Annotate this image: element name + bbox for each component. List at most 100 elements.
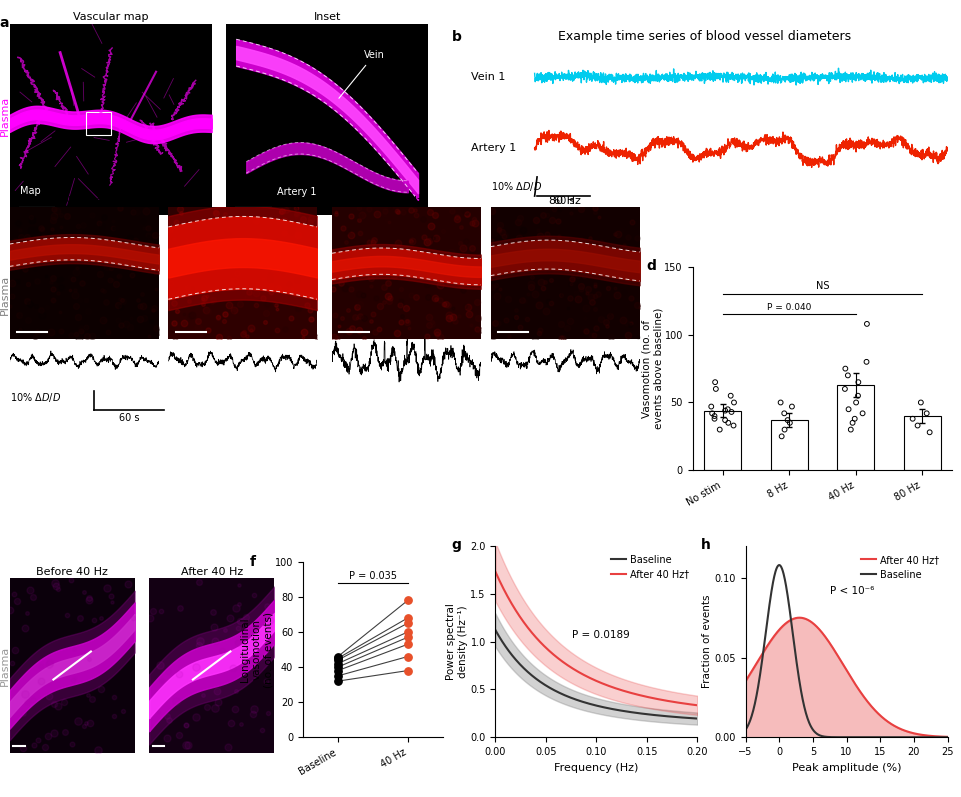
- Point: [511, 241, 527, 254]
- Point: [411, 261, 427, 273]
- Point: [361, 269, 377, 282]
- Point: [43, 227, 59, 240]
- After 40 Hz†: [793, 613, 804, 622]
- Point: [434, 261, 450, 274]
- Point: [199, 256, 214, 269]
- Baseline: [490, 626, 502, 636]
- Text: f: f: [250, 555, 256, 569]
- Point: [623, 316, 638, 329]
- Point: [109, 278, 124, 291]
- Point: [442, 246, 457, 259]
- Point: [67, 284, 83, 296]
- Point: [284, 260, 300, 273]
- Title: After 40 Hz: After 40 Hz: [181, 567, 242, 577]
- Point: [296, 325, 311, 338]
- Point: [165, 233, 181, 245]
- Point: [220, 226, 235, 238]
- Point: [231, 579, 246, 591]
- Point: [247, 631, 262, 644]
- Point: [298, 256, 313, 269]
- Point: [70, 714, 86, 727]
- Point: [400, 638, 415, 650]
- Point: [178, 719, 193, 732]
- Point: [510, 231, 526, 244]
- Point: [110, 270, 125, 283]
- Point: [27, 251, 42, 264]
- Point: [34, 304, 49, 316]
- Point: [587, 279, 603, 292]
- Point: [723, 406, 738, 418]
- Point: [550, 214, 565, 227]
- Point: [68, 266, 84, 279]
- Point: [64, 738, 80, 751]
- Point: [136, 312, 152, 324]
- Point: [469, 255, 484, 268]
- Point: [263, 286, 279, 299]
- Point: [448, 269, 463, 281]
- Point: [167, 216, 183, 229]
- Point: [22, 583, 37, 596]
- Text: Plasma: Plasma: [0, 96, 10, 135]
- Text: 10% $\Delta D/D$: 10% $\Delta D/D$: [490, 180, 542, 193]
- Point: [160, 709, 175, 722]
- Point: [456, 300, 472, 312]
- Point: [328, 309, 343, 322]
- Point: [254, 252, 269, 265]
- Point: [129, 206, 144, 218]
- Point: [465, 267, 480, 280]
- Point: [412, 257, 428, 269]
- Point: [209, 311, 225, 324]
- Point: [854, 407, 870, 420]
- Point: [400, 650, 415, 663]
- Point: [208, 253, 223, 265]
- Point: [6, 259, 21, 272]
- Point: [360, 257, 376, 270]
- Point: [521, 274, 536, 287]
- Point: [570, 292, 585, 305]
- Point: [361, 235, 377, 248]
- Point: [276, 286, 291, 299]
- Point: [28, 223, 43, 236]
- Point: [624, 215, 639, 228]
- Point: [561, 292, 577, 304]
- Point: [231, 240, 246, 253]
- Point: [394, 309, 409, 322]
- Point: [240, 245, 256, 257]
- Point: [166, 287, 182, 300]
- Point: [339, 224, 355, 237]
- Point: [508, 243, 524, 256]
- Title: Before 40 Hz: Before 40 Hz: [37, 567, 108, 577]
- Point: [172, 202, 187, 215]
- Text: NS: NS: [815, 281, 828, 292]
- Point: [389, 327, 405, 340]
- Point: [45, 214, 61, 226]
- Point: [66, 643, 82, 656]
- Point: [198, 304, 213, 316]
- Point: [352, 297, 367, 310]
- Point: [711, 423, 727, 436]
- Bar: [837, 385, 874, 470]
- Point: [17, 622, 33, 634]
- Point: [514, 244, 530, 257]
- Point: [419, 330, 434, 343]
- Point: [179, 718, 194, 731]
- Point: [580, 266, 596, 279]
- Point: [256, 292, 271, 304]
- Point: [45, 272, 61, 285]
- Point: [190, 216, 206, 229]
- Point: [140, 229, 156, 241]
- Point: [112, 260, 128, 273]
- Point: [358, 249, 374, 261]
- Point: [466, 257, 481, 269]
- Point: [277, 322, 292, 335]
- Point: [382, 216, 397, 229]
- Point: [163, 324, 179, 337]
- Point: [179, 281, 194, 293]
- Point: [111, 298, 126, 311]
- Point: [598, 316, 613, 328]
- Point: [7, 643, 22, 656]
- Title: 40 Hz: 40 Hz: [390, 196, 422, 206]
- Point: [560, 301, 576, 314]
- Point: [120, 578, 136, 591]
- Point: [63, 574, 79, 587]
